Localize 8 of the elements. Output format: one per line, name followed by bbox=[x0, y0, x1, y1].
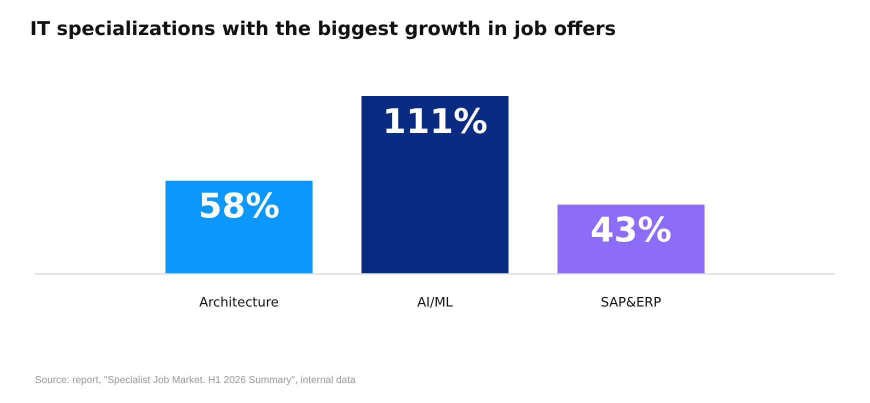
x-tick-label: Architecture bbox=[199, 296, 279, 311]
x-tick-label: SAP&ERP bbox=[600, 296, 662, 311]
data-label: 111% bbox=[382, 102, 488, 142]
data-label: 43% bbox=[590, 210, 672, 251]
x-tick-label: AI/ML bbox=[417, 296, 454, 311]
data-label: 58% bbox=[198, 186, 280, 227]
source-note: Source: report, "Specialist Job Market. H1 2026 Summary", internal data bbox=[35, 375, 356, 386]
chart-title: IT specializations with the biggest growth in job offers bbox=[30, 18, 616, 40]
